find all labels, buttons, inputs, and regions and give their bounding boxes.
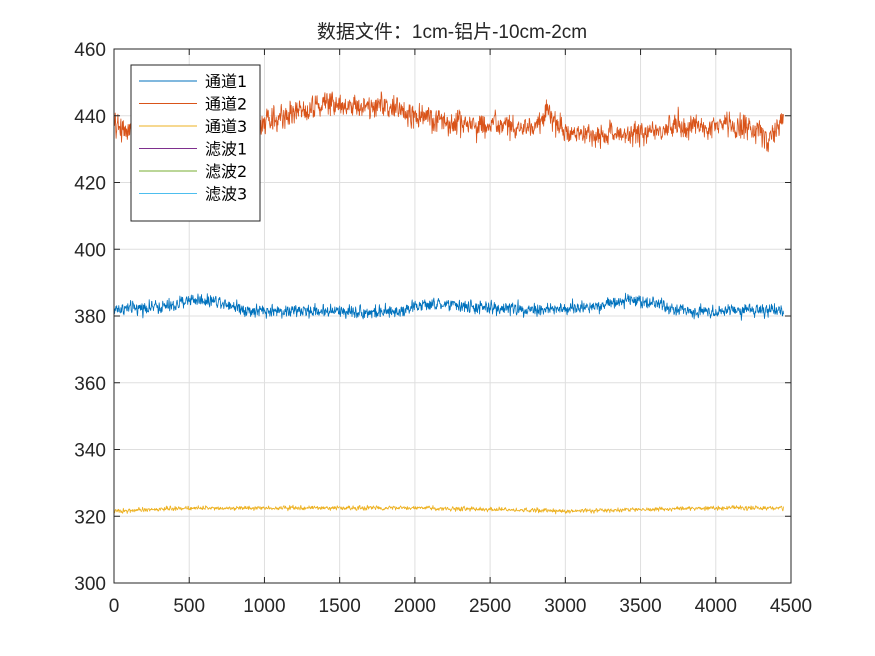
chart-title: 数据文件：1cm-铝片-10cm-2cm xyxy=(317,21,587,43)
legend-label-6: 滤波3 xyxy=(205,185,247,204)
y-tick-label: 420 xyxy=(74,174,106,195)
x-tick-label: 2500 xyxy=(469,596,511,617)
x-tick-label: 4500 xyxy=(770,596,812,617)
x-tick-label: 3500 xyxy=(619,596,661,617)
y-tick-label: 300 xyxy=(74,574,106,595)
series-line-3 xyxy=(113,504,784,515)
legend-label-1: 通道1 xyxy=(205,72,247,91)
y-tick-label: 340 xyxy=(74,441,106,462)
x-tick-label: 2000 xyxy=(394,596,436,617)
legend-label-3: 通道3 xyxy=(205,117,247,136)
legend-label-5: 滤波2 xyxy=(205,162,247,181)
legend-label-4: 滤波1 xyxy=(205,140,247,159)
y-tick-label: 380 xyxy=(74,307,106,328)
legend-box xyxy=(130,64,261,222)
x-tick-label: 0 xyxy=(109,596,120,617)
x-tick-label: 1500 xyxy=(319,596,361,617)
y-tick-label: 320 xyxy=(74,507,106,528)
grid-lines xyxy=(114,49,791,583)
legend-label-2: 通道2 xyxy=(205,95,247,114)
x-tick-label: 4000 xyxy=(695,596,737,617)
x-tick-label: 3000 xyxy=(544,596,586,617)
y-tick-label: 460 xyxy=(74,40,106,61)
y-tick-label: 400 xyxy=(74,240,106,261)
series-line-1 xyxy=(113,292,784,321)
legend: 通道1 通道2 通道3 滤波1 滤波2 滤波3 xyxy=(130,64,261,222)
y-tick-label: 360 xyxy=(74,374,106,395)
y-tick-label: 440 xyxy=(74,107,106,128)
axis-ticks: 0 500 1000 1500 2000 2500 3000 3500 4000 4500 300 3… xyxy=(74,40,812,617)
x-tick-label: 1000 xyxy=(243,596,285,617)
x-tick-label: 500 xyxy=(173,596,205,617)
